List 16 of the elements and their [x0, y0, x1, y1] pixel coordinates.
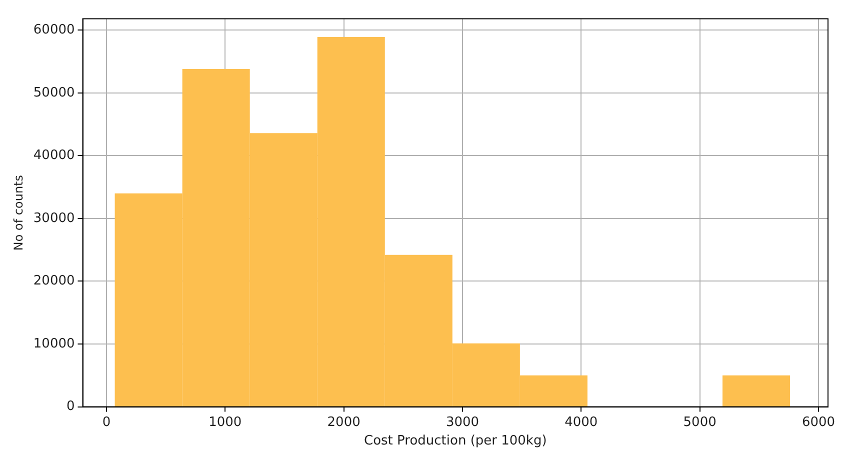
y-tick-label: 50000 — [33, 85, 75, 100]
y-tick-label: 0 — [66, 399, 75, 414]
x-tick-label: 6000 — [802, 414, 836, 430]
x-axis-title: Cost Production (per 100kg) — [364, 434, 547, 449]
y-tick-label: 30000 — [33, 210, 75, 226]
y-tick-label: 20000 — [33, 274, 75, 289]
y-tick-label: 10000 — [33, 336, 75, 352]
x-tick-label: 4000 — [564, 414, 598, 430]
y-axis-title: No of counts — [11, 174, 26, 251]
x-tick-label: 0 — [102, 414, 111, 430]
x-tick-label: 1000 — [208, 414, 242, 430]
x-tick-label: 3000 — [446, 414, 480, 430]
x-tick-label: 5000 — [683, 414, 716, 430]
x-tick-label: 2000 — [327, 414, 360, 430]
y-tick-label: 60000 — [33, 22, 75, 38]
y-tick-label: 40000 — [33, 148, 75, 164]
